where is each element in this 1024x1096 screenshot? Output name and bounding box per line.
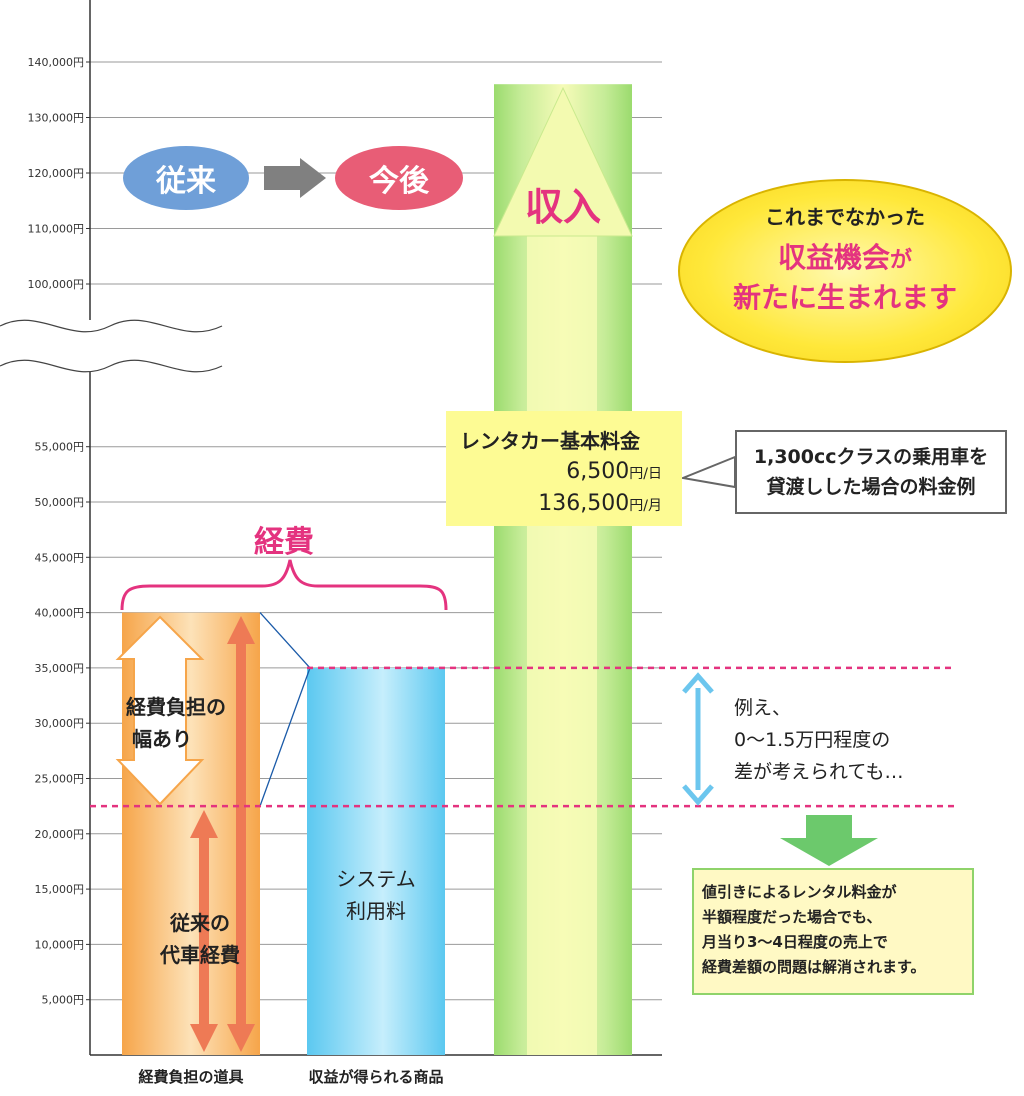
system-fee-line1: システム bbox=[336, 867, 415, 891]
diff-line2: 0～1.5万円程度の bbox=[734, 729, 891, 751]
before-oval: 従来 bbox=[123, 146, 249, 210]
bubble-line2: 収益機会が bbox=[777, 241, 913, 274]
y-tick-label: 140,000円 bbox=[28, 56, 85, 69]
diff-line3: 差が考えられても… bbox=[734, 761, 904, 783]
income-arrow-head-icon bbox=[493, 86, 633, 237]
bubble-line3: 新たに生まれます bbox=[732, 281, 957, 314]
x-label-product: 収益が得られる商品 bbox=[308, 1068, 443, 1086]
connector-line bbox=[259, 667, 311, 807]
double-arrow-icon bbox=[115, 615, 205, 806]
y-tick-label: 55,000円 bbox=[35, 441, 85, 454]
conclusion-line1: 値引きによるレンタル料金が bbox=[702, 883, 897, 901]
expense-brace bbox=[120, 559, 448, 611]
y-tick-label: 20,000円 bbox=[35, 828, 85, 841]
conclusion-line3: 月当り3～4日程度の売上で bbox=[702, 933, 888, 951]
y-tick-label: 130,000円 bbox=[28, 112, 85, 125]
after-label: 今後 bbox=[369, 164, 429, 199]
y-tick-label: 100,000円 bbox=[28, 278, 85, 291]
expense-title: 経費 bbox=[254, 525, 314, 560]
conclusion-line2: 半額程度だった場合でも、 bbox=[702, 908, 882, 926]
y-tick-label: 110,000円 bbox=[28, 223, 85, 236]
callout-line1: 1,300ccクラスの乗用車を bbox=[753, 446, 989, 468]
axis-break-line-top bbox=[0, 319, 223, 333]
x-categories: 経費負担の道具 収益が得られる商品 bbox=[138, 1068, 443, 1086]
conclusion-line4: 経費差額の問題は解消されます。 bbox=[702, 958, 926, 976]
old-cost-line2: 代車経費 bbox=[159, 943, 240, 967]
old-cost-line1: 従来の bbox=[169, 911, 230, 935]
callout-pointer bbox=[679, 455, 736, 489]
bubble-line1: これまでなかった bbox=[765, 205, 925, 229]
y-tick-label: 45,000円 bbox=[35, 551, 85, 564]
price-title: レンタカー基本料金 bbox=[460, 429, 640, 453]
after-oval: 今後 bbox=[335, 146, 463, 210]
y-axis: 5,000円 10,000円 15,000円 20,000円 25,000円 30,000… bbox=[0, 0, 662, 1056]
arrow-right-icon bbox=[264, 166, 302, 190]
axis-break bbox=[0, 320, 222, 372]
axis-break-line-bottom bbox=[0, 359, 223, 373]
expense-range-line1: 経費負担の bbox=[126, 695, 226, 719]
arrow-head-icon bbox=[300, 158, 326, 198]
y-tick-label: 30,000円 bbox=[35, 717, 85, 730]
y-tick-label: 40,000円 bbox=[35, 607, 85, 620]
x-label-expense-tool: 経費負担の道具 bbox=[138, 1068, 243, 1086]
y-tick-label: 15,000円 bbox=[35, 883, 85, 896]
expense-range-line2: 幅あり bbox=[132, 727, 192, 751]
system-fee-line2: 利用料 bbox=[346, 899, 406, 923]
red-arrow-old-cost-icon bbox=[190, 810, 218, 1052]
opportunity-bubble: これまでなかった 収益機会が 新たに生まれます bbox=[678, 179, 1012, 363]
green-down-arrow-icon bbox=[780, 815, 878, 866]
y-tick-label: 50,000円 bbox=[35, 496, 85, 509]
price-example-callout: 1,300ccクラスの乗用車を 貸渡しした場合の料金例 bbox=[735, 430, 1007, 514]
y-tick-label: 35,000円 bbox=[35, 662, 85, 675]
income-arrow-shaft bbox=[527, 236, 597, 1055]
difference-note: 例え、 0～1.5万円程度の 差が考えられても… bbox=[734, 692, 903, 788]
y-tick-label: 120,000円 bbox=[28, 167, 85, 180]
price-day: 6,500円/日 bbox=[566, 459, 662, 484]
bar-system-fee bbox=[307, 667, 445, 1055]
y-tick-label: 5,000円 bbox=[42, 994, 85, 1007]
callout-line2: 貸渡しした場合の料金例 bbox=[766, 476, 976, 498]
diff-arrow-down-icon bbox=[682, 784, 714, 806]
before-label: 従来 bbox=[156, 164, 216, 199]
conclusion-box: 値引きによるレンタル料金が 半額程度だった場合でも、 月当り3～4日程度の売上で… bbox=[692, 868, 974, 995]
price-month: 136,500円/月 bbox=[538, 491, 662, 516]
red-arrow-full-icon bbox=[227, 616, 255, 1052]
diff-line1: 例え、 bbox=[734, 697, 792, 719]
y-tick-label: 25,000円 bbox=[35, 773, 85, 786]
income-label: 収入 bbox=[525, 185, 601, 229]
connector-line bbox=[259, 612, 311, 669]
diff-arrow-up-icon bbox=[682, 672, 714, 694]
y-tick-label: 10,000円 bbox=[35, 938, 85, 951]
rental-price-box: レンタカー基本料金 6,500円/日 136,500円/月 bbox=[446, 411, 682, 526]
